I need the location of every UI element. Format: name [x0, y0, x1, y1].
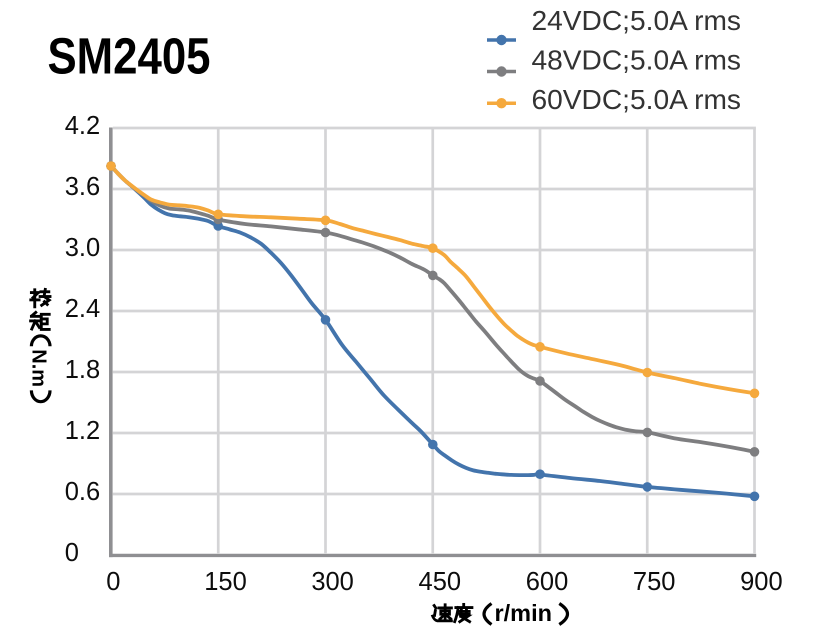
svg-text:450: 450	[419, 568, 462, 596]
svg-text:2.4: 2.4	[65, 295, 100, 323]
svg-text:1.2: 1.2	[65, 417, 100, 445]
svg-text:0: 0	[65, 539, 79, 567]
svg-text:750: 750	[633, 568, 676, 596]
svg-text:900: 900	[740, 568, 783, 596]
svg-text:r/min: r/min	[495, 600, 553, 626]
svg-text:60VDC;5.0A rms: 60VDC;5.0A rms	[532, 84, 742, 115]
svg-text:600: 600	[526, 568, 569, 596]
svg-text:24VDC;5.0A rms: 24VDC;5.0A rms	[532, 5, 742, 36]
svg-text:48VDC;5.0A rms: 48VDC;5.0A rms	[532, 45, 742, 76]
svg-text:N.m: N.m	[28, 349, 50, 387]
svg-text:3.6: 3.6	[65, 173, 100, 201]
svg-text:4.2: 4.2	[65, 112, 100, 140]
svg-text:1.8: 1.8	[65, 356, 100, 384]
svg-text:300: 300	[311, 568, 354, 596]
svg-text:3.0: 3.0	[65, 234, 100, 262]
svg-text:150: 150	[204, 568, 247, 596]
svg-text:0: 0	[106, 568, 120, 596]
svg-text:0.6: 0.6	[65, 478, 100, 506]
svg-text:SM2405: SM2405	[48, 28, 211, 85]
